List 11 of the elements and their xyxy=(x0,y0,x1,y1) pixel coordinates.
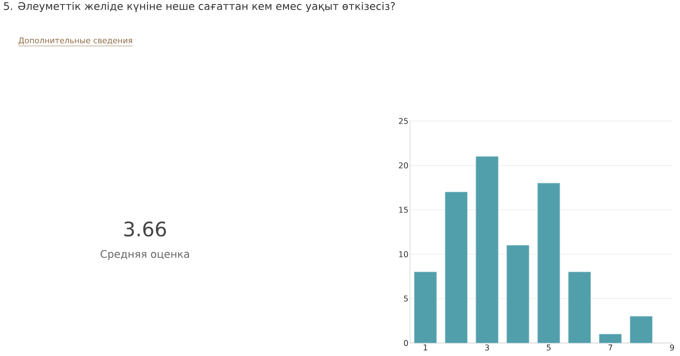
text: 5. Әлеуметтік желіде күніне неше сағаттан кем емес уақыт өткізесіз? xyxy=(4,2,395,12)
bar xyxy=(568,272,591,344)
bar xyxy=(537,182,560,344)
bar xyxy=(630,316,652,344)
text: Средняя оценка xyxy=(100,250,189,260)
text: 3.66 xyxy=(124,221,166,237)
bar xyxy=(414,272,437,344)
bar xyxy=(599,334,622,344)
bar xyxy=(476,156,498,344)
bar xyxy=(506,245,530,344)
bar xyxy=(444,192,468,344)
